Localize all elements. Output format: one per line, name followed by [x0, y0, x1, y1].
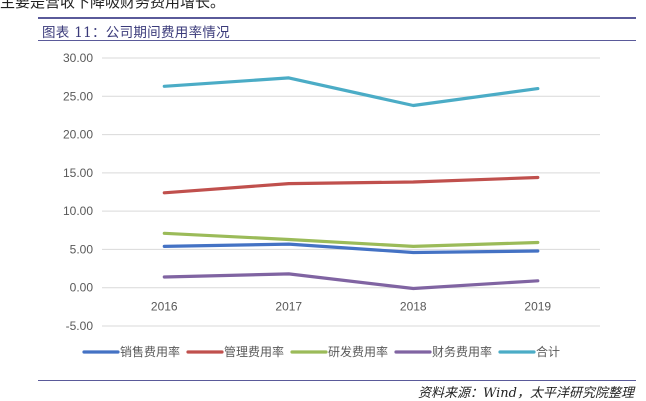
x-tick-label: 2016	[151, 300, 178, 314]
data-point	[287, 238, 290, 241]
data-point	[536, 279, 539, 283]
y-tick-label: 20.00	[63, 128, 93, 142]
data-point	[412, 180, 415, 184]
footer-rule	[38, 380, 636, 381]
legend-label: 研发费用率	[328, 344, 388, 359]
data-point	[287, 182, 290, 185]
y-tick-label: 25.00	[63, 89, 93, 103]
data-point	[163, 191, 166, 194]
y-tick-label: 0.00	[70, 281, 94, 295]
series-line	[162, 231, 540, 248]
x-tick-label: 2017	[275, 300, 302, 314]
y-tick-label: 10.00	[63, 204, 93, 218]
data-point	[412, 287, 415, 290]
data-point	[163, 232, 166, 235]
data-point	[163, 275, 166, 279]
legend-label: 合计	[536, 344, 560, 359]
data-point	[412, 251, 415, 254]
data-point	[163, 85, 166, 88]
title-bottom-rule	[38, 40, 636, 41]
y-tick-label: -5.00	[66, 319, 94, 333]
data-point	[287, 242, 290, 246]
x-tick-label: 2019	[524, 300, 551, 314]
data-point	[287, 272, 290, 276]
series-line	[162, 76, 540, 108]
data-point	[163, 245, 166, 248]
data-point	[536, 176, 539, 179]
page-top-text-fragment: 主要是营收下降吸财务费用增长。	[0, 0, 226, 11]
data-point	[412, 245, 415, 248]
source-note: 资料来源：Wind，太平洋研究院整理	[418, 386, 634, 401]
title-top-rule	[38, 17, 636, 19]
y-tick-label: 30.00	[63, 51, 93, 65]
legend-label: 财务费用率	[432, 344, 492, 359]
legend-label: 管理费用率	[224, 344, 284, 359]
data-point	[287, 76, 290, 80]
legend-label: 销售费用率	[120, 344, 180, 359]
data-point	[536, 87, 539, 90]
chart-title: 图表 11：公司期间费用率情况	[42, 25, 230, 41]
data-point	[536, 241, 539, 244]
series-line	[162, 175, 540, 195]
y-tick-label: 5.00	[70, 242, 94, 256]
series-line	[162, 272, 540, 291]
data-point	[412, 104, 415, 107]
series-line	[162, 242, 540, 255]
x-tick-label: 2018	[400, 300, 427, 314]
data-point	[536, 249, 539, 253]
y-tick-label: 15.00	[63, 166, 93, 180]
